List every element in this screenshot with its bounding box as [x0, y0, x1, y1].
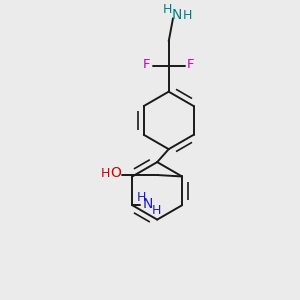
Text: H: H [137, 191, 146, 204]
Text: H: H [152, 205, 161, 218]
Text: H: H [100, 167, 110, 180]
Text: N: N [171, 8, 182, 22]
Text: F: F [187, 58, 194, 71]
Text: H: H [163, 3, 172, 16]
Text: O: O [110, 166, 122, 180]
Text: F: F [142, 58, 150, 71]
Text: H: H [183, 9, 192, 22]
Text: N: N [143, 197, 153, 211]
